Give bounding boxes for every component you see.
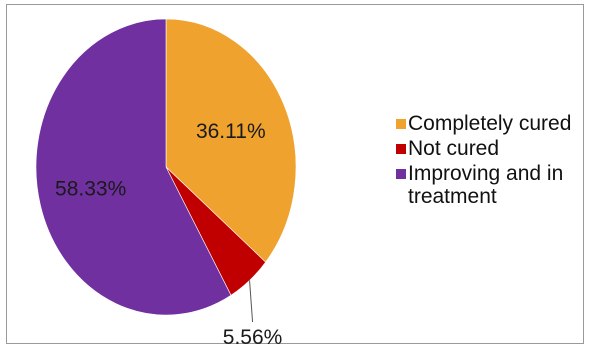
legend-item-completely-cured: Completely cured	[396, 112, 586, 135]
slice-value-label: 58.33%	[55, 178, 126, 201]
pie-slices	[35, 18, 297, 316]
legend-label: Improving and in treatment	[408, 162, 564, 208]
pie-slice-labels: 36.11% 5.56% 58.33%	[55, 120, 282, 349]
slice-value-label: 36.11%	[196, 120, 266, 143]
legend-item-not-cured: Not cured	[396, 137, 586, 160]
legend-label: Not cured	[408, 137, 500, 160]
slice-value-label: 5.56%	[223, 326, 283, 349]
leader-line	[249, 280, 254, 323]
pie-slice-improving-and-in-treatment	[35, 18, 232, 316]
legend-item-improving-and-in-treatment: Improving and in treatment	[396, 162, 586, 208]
legend-swatch	[396, 144, 406, 154]
legend-swatch	[396, 119, 406, 129]
legend-label: Completely cured	[408, 112, 572, 135]
legend-swatch	[396, 169, 406, 179]
pie-slice-completely-cured	[165, 18, 297, 263]
legend: Completely cured Not cured Improving and…	[396, 112, 586, 210]
